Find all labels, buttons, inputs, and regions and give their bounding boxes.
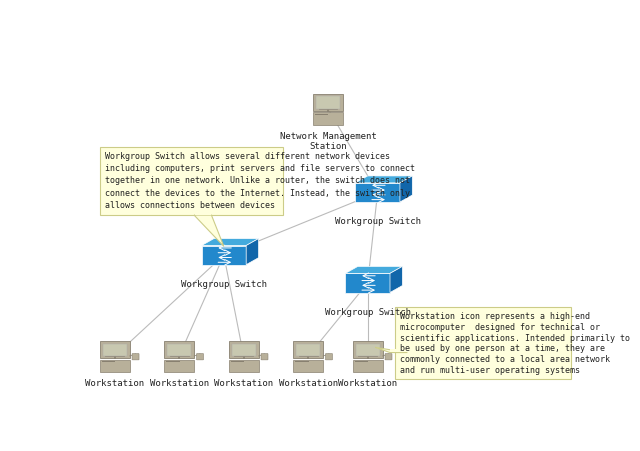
Text: including computers, print servers and file servers to connect: including computers, print servers and f… [105, 164, 415, 173]
Polygon shape [390, 349, 407, 352]
FancyBboxPatch shape [316, 97, 340, 110]
Text: microcomputer  designed for technical or: microcomputer designed for technical or [400, 322, 600, 331]
Text: Workstation: Workstation [214, 378, 273, 387]
Text: Workstation: Workstation [85, 378, 144, 387]
FancyBboxPatch shape [170, 354, 189, 356]
Text: be used by one person at a time, they are: be used by one person at a time, they ar… [400, 344, 605, 353]
FancyBboxPatch shape [102, 361, 115, 363]
FancyBboxPatch shape [132, 354, 139, 360]
Polygon shape [246, 239, 259, 265]
Text: Workstation: Workstation [278, 378, 338, 387]
Polygon shape [195, 212, 211, 215]
Text: Workgroup Switch allows several different network devices: Workgroup Switch allows several differen… [105, 152, 390, 161]
Text: Workgroup Switch: Workgroup Switch [181, 279, 267, 288]
Polygon shape [194, 216, 224, 247]
FancyBboxPatch shape [313, 95, 343, 112]
Text: Network Management
Station: Network Management Station [280, 131, 376, 151]
FancyBboxPatch shape [319, 107, 337, 109]
FancyBboxPatch shape [234, 354, 253, 356]
FancyBboxPatch shape [326, 354, 332, 360]
Text: Workstation icon represents a high-end: Workstation icon represents a high-end [400, 312, 590, 321]
FancyBboxPatch shape [353, 360, 383, 372]
FancyBboxPatch shape [100, 148, 284, 216]
Polygon shape [346, 274, 390, 293]
Text: Workgroup Switch: Workgroup Switch [324, 307, 411, 316]
Polygon shape [202, 246, 246, 265]
FancyBboxPatch shape [293, 360, 323, 372]
FancyBboxPatch shape [229, 342, 259, 359]
FancyBboxPatch shape [315, 115, 328, 116]
Text: commonly connected to a local area network: commonly connected to a local area netwo… [400, 354, 610, 363]
FancyBboxPatch shape [232, 344, 255, 356]
FancyBboxPatch shape [295, 361, 308, 363]
Polygon shape [355, 176, 412, 184]
FancyBboxPatch shape [296, 344, 320, 356]
FancyBboxPatch shape [356, 344, 380, 356]
FancyBboxPatch shape [164, 342, 194, 359]
Text: connect the devices to the Internet. Instead, the switch only: connect the devices to the Internet. Ins… [105, 188, 410, 197]
FancyBboxPatch shape [299, 354, 317, 356]
FancyBboxPatch shape [100, 360, 129, 372]
Text: scientific applications. Intended primarily to: scientific applications. Intended primar… [400, 333, 630, 342]
Text: Workgroup Switch: Workgroup Switch [335, 216, 420, 226]
FancyBboxPatch shape [261, 354, 268, 360]
Text: Workstation: Workstation [338, 378, 397, 387]
Text: Workstation: Workstation [150, 378, 209, 387]
Text: and run multi-user operating systems: and run multi-user operating systems [400, 365, 580, 374]
Text: together in one network. Unlike a router, the switch does not: together in one network. Unlike a router… [105, 176, 410, 185]
FancyBboxPatch shape [355, 361, 368, 363]
FancyBboxPatch shape [353, 342, 383, 359]
Polygon shape [375, 348, 408, 353]
Text: allows connections between devices: allows connections between devices [105, 200, 275, 209]
FancyBboxPatch shape [313, 113, 343, 126]
Polygon shape [355, 184, 400, 202]
FancyBboxPatch shape [106, 354, 124, 356]
FancyBboxPatch shape [293, 342, 323, 359]
FancyBboxPatch shape [229, 360, 259, 372]
FancyBboxPatch shape [100, 342, 129, 359]
FancyBboxPatch shape [164, 360, 194, 372]
Polygon shape [400, 176, 412, 202]
FancyBboxPatch shape [103, 344, 127, 356]
Polygon shape [346, 267, 403, 274]
FancyBboxPatch shape [358, 354, 377, 356]
FancyBboxPatch shape [395, 308, 571, 379]
FancyBboxPatch shape [231, 361, 244, 363]
Polygon shape [390, 267, 403, 293]
FancyBboxPatch shape [385, 354, 392, 360]
FancyBboxPatch shape [167, 344, 191, 356]
Polygon shape [202, 239, 259, 246]
FancyBboxPatch shape [166, 361, 180, 363]
FancyBboxPatch shape [196, 354, 204, 360]
